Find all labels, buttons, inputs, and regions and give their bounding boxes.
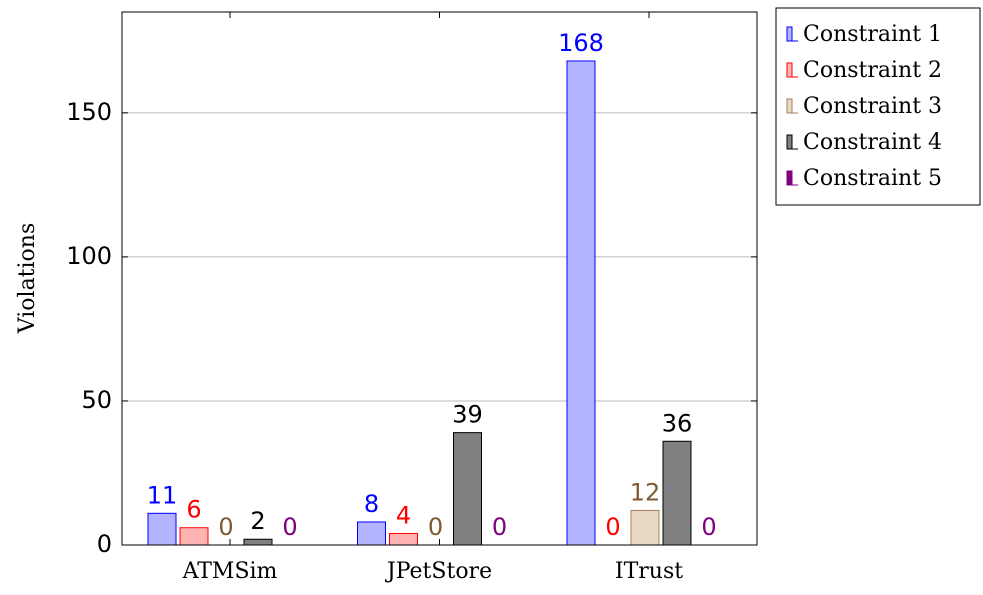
bar xyxy=(147,512,177,546)
plot-frame xyxy=(121,11,758,546)
bar xyxy=(630,509,660,546)
value-label: 0 xyxy=(701,513,716,541)
legend-swatch xyxy=(786,170,793,186)
value-label: 6 xyxy=(186,496,201,524)
legend-swatch xyxy=(786,134,793,150)
legend-swatch xyxy=(786,26,793,42)
y-tick-label: 100 xyxy=(66,242,112,270)
bar xyxy=(389,532,418,546)
value-label: 36 xyxy=(662,409,693,437)
legend-swatch xyxy=(786,62,793,78)
x-tick-label: ATMSim xyxy=(182,559,278,584)
legend-swatch xyxy=(786,98,793,114)
legend-label: Constraint 3 xyxy=(803,94,942,119)
y-tick-label: 150 xyxy=(66,98,112,126)
bar xyxy=(243,538,273,546)
legend-label: Constraint 4 xyxy=(803,130,942,155)
value-label: 0 xyxy=(605,513,620,541)
value-label: 0 xyxy=(492,513,507,541)
bar xyxy=(453,432,482,546)
value-label: 168 xyxy=(558,29,604,57)
value-label: 11 xyxy=(147,481,178,509)
value-label: 39 xyxy=(452,401,483,429)
value-label: 0 xyxy=(282,513,297,541)
x-tick-label: JPetStore xyxy=(385,559,492,584)
bar xyxy=(566,60,596,546)
value-label: 4 xyxy=(396,501,411,529)
value-label: 0 xyxy=(428,513,443,541)
legend-label: Constraint 1 xyxy=(803,22,942,47)
legend-box xyxy=(775,7,981,206)
legend-label: Constraint 2 xyxy=(803,58,942,83)
value-label: 0 xyxy=(218,513,233,541)
value-label: 12 xyxy=(630,478,661,506)
bar xyxy=(357,521,386,546)
value-label: 8 xyxy=(364,490,379,518)
x-tick-label: ITrust xyxy=(615,559,683,584)
bar xyxy=(179,527,209,546)
value-label: 2 xyxy=(250,507,265,535)
bar xyxy=(662,440,692,546)
y-axis-label: Violations xyxy=(15,223,40,335)
legend-label: Constraint 5 xyxy=(803,166,942,191)
y-tick-label: 0 xyxy=(97,530,112,558)
y-tick-label: 50 xyxy=(81,386,112,414)
